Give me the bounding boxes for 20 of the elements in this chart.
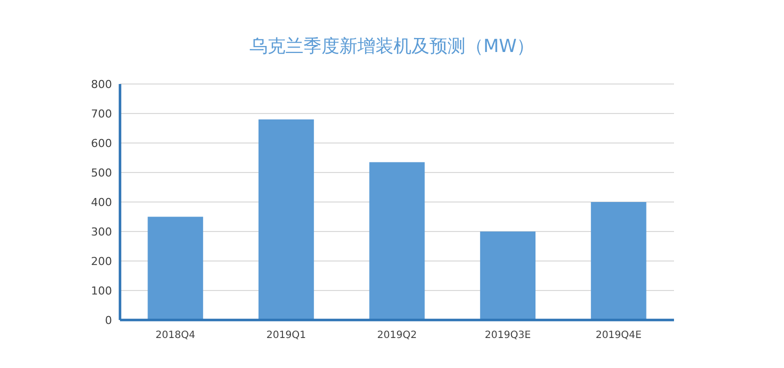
y-tick-label: 800: [91, 78, 112, 91]
y-tick-label: 500: [91, 166, 112, 180]
y-tick-label: 700: [91, 107, 112, 120]
y-tick-label: 600: [91, 136, 112, 150]
bar: [148, 216, 204, 320]
bar: [590, 202, 646, 320]
y-tick-label: 100: [91, 284, 112, 298]
y-tick-label: 200: [91, 254, 112, 268]
bar: [480, 232, 536, 320]
x-tick-label: 2019Q3E: [484, 330, 531, 341]
bar: [258, 119, 314, 320]
y-tick-label: 300: [91, 225, 112, 238]
y-tick-label: 0: [105, 314, 112, 327]
y-tick-label: 400: [91, 196, 112, 209]
x-tick-label: 2019Q1: [266, 330, 306, 341]
x-tick-label: 2019Q4E: [596, 330, 642, 341]
bar: [369, 162, 425, 320]
x-tick-label: 2018Q4: [156, 330, 196, 341]
chart-title: 乌克兰季度新增装机及预测（MW）: [249, 36, 535, 57]
x-tick-label: 2019Q2: [377, 330, 417, 341]
